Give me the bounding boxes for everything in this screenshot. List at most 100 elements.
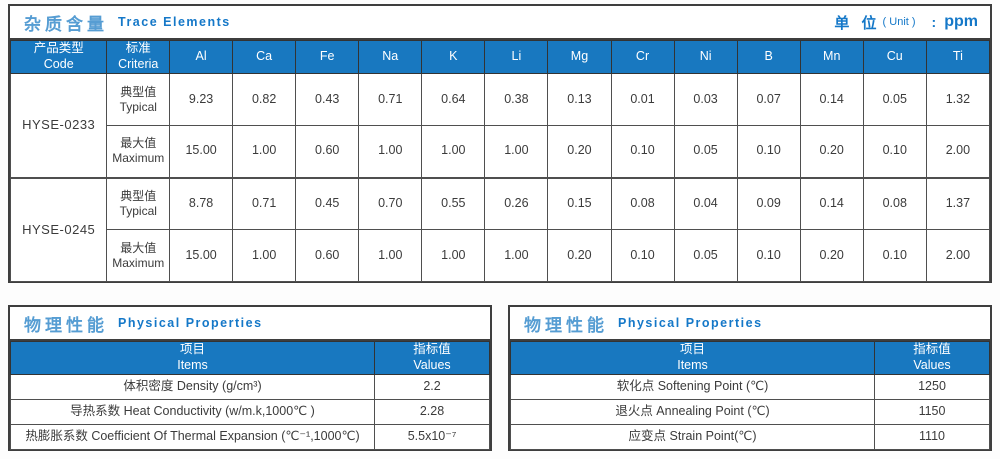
column-header-criteria: 标准 Criteria [106,40,171,74]
element-value-cell: 0.09 [736,176,801,230]
physical-left-title-english: Physical Properties [118,316,263,330]
element-value-cell: 0.10 [736,229,801,282]
criteria-cell: 典型值 Typical [106,73,171,126]
element-column-header: Ca [232,40,297,74]
criteria-cell: 典型值 Typical [106,176,171,230]
element-column-header: Li [484,40,549,74]
element-value-cell: 0.10 [610,229,675,282]
element-value-cell: 1.00 [232,229,297,282]
element-value-cell: 0.43 [295,73,360,126]
element-value-cell: 0.45 [295,176,360,230]
element-column-header: Ni [673,40,738,74]
physical-properties-panel-left: 物理性能 Physical Properties 项目 Items 指标值 Va… [8,305,492,451]
element-value-cell: 0.60 [295,229,360,282]
product-code-cell: HYSE-0245 [9,176,108,282]
column-header-items-chinese: 项目 [680,342,706,357]
unit-value: ppm [944,13,978,30]
physical-right-title: 物理性能 Physical Properties [510,307,990,341]
column-header-values: 指标值 Values [874,341,990,375]
unit-indicator: 单 位 ( Unit ) : ppm [834,12,978,33]
property-item-cell: 退火点 Annealing Point (℃) [509,399,876,425]
element-column-header: Fe [295,40,360,74]
element-value-cell: 1.00 [421,229,486,282]
criteria-cell: 最大值 Maximum [106,125,171,178]
property-item-cell: 软化点 Softening Point (℃) [509,374,876,400]
trace-header-row: 产品类型 Code 标准 Criteria Al Ca Fe Na K Li Mg Cr Ni B… [9,40,991,74]
element-value-cell: 0.08 [862,176,927,230]
element-value-cell: 0.60 [295,125,360,178]
element-value-cell: 0.14 [799,176,864,230]
criteria-english: Maximum [112,255,165,270]
element-value-cell: 0.15 [547,176,612,230]
property-value-cell: 1150 [874,399,990,425]
criteria-english: Typical [119,203,157,218]
element-value-cell: 1.00 [484,229,549,282]
column-header-values-english: Values [413,358,451,372]
unit-label-english: ( Unit ) [882,16,916,28]
property-item-cell: 热膨胀系数 Coefficient Of Thermal Expansion (… [9,424,376,450]
column-header-code-chinese: 产品类型 [33,41,84,56]
criteria-english: Maximum [112,151,165,166]
column-header-code-english: Code [43,57,74,71]
element-value-cell: 0.01 [610,73,675,126]
column-header-items: 项目 Items [509,341,876,375]
trace-data-row: 最大值 Maximum 15.00 1.00 0.60 1.00 1.00 1.00 0.20 0… [11,229,991,282]
column-header-criteria-english: Criteria [118,57,159,71]
trace-elements-panel: 杂质含量 Trace Elements 单 位 ( Unit ) : ppm 产… [8,4,992,283]
physical-left-title-chinese: 物理性能 [24,315,108,335]
physical-property-row: 体积密度 Density (g/cm³) 2.2 [9,374,490,400]
property-value-cell: 2.2 [374,374,490,400]
element-column-header: Mg [547,40,612,74]
property-item-cell: 应变点 Strain Point(℃) [509,424,876,450]
physical-left-title: 物理性能 Physical Properties [10,307,490,341]
physical-right-header-row: 项目 Items 指标值 Values [509,341,990,375]
element-value-cell: 1.00 [232,125,297,178]
property-value-cell: 5.5x10⁻⁷ [374,424,490,450]
physical-property-row: 导热系数 Heat Conductivity (w/m.k,1000℃ ) 2.2… [9,399,490,425]
trace-elements-table: 产品类型 Code 标准 Criteria Al Ca Fe Na K Li Mg Cr Ni B… [9,40,991,282]
criteria-cell: 最大值 Maximum [106,229,171,282]
criteria-chinese: 最大值 [120,240,157,255]
element-column-header: K [421,40,486,74]
physical-property-row: 退火点 Annealing Point (℃) 1150 [509,399,990,425]
column-header-items-english: Items [177,358,208,372]
trace-panel-title: 杂质含量 Trace Elements 单 位 ( Unit ) : ppm [10,6,990,40]
element-value-cell: 0.10 [862,229,927,282]
element-value-cell: 0.08 [610,176,675,230]
column-header-values-chinese: 指标值 [913,342,951,357]
column-header-items-english: Items [677,358,708,372]
physical-right-title-english: Physical Properties [618,316,763,330]
element-value-cell: 1.00 [484,125,549,178]
element-value-cell: 15.00 [169,229,234,282]
physical-property-row: 软化点 Softening Point (℃) 1250 [509,374,990,400]
element-value-cell: 15.00 [169,125,234,178]
element-value-cell: 8.78 [169,176,234,230]
column-header-code: 产品类型 Code [9,40,108,74]
element-value-cell: 0.10 [736,125,801,178]
element-value-cell: 0.71 [232,176,297,230]
column-header-criteria-chinese: 标准 [125,41,151,56]
element-value-cell: 0.03 [673,73,738,126]
physical-left-header-row: 项目 Items 指标值 Values [9,341,490,375]
element-value-cell: 0.13 [547,73,612,126]
trace-title-chinese: 杂质含量 [24,14,108,34]
criteria-chinese: 最大值 [120,136,157,151]
element-value-cell: 1.37 [925,176,991,230]
element-column-header: Al [169,40,234,74]
element-value-cell: 0.82 [232,73,297,126]
element-column-header: Cr [610,40,675,74]
element-value-cell: 0.70 [358,176,423,230]
element-column-header: Cu [862,40,927,74]
trace-data-row: 最大值 Maximum 15.00 1.00 0.60 1.00 1.00 1.00 0.20 0… [11,125,991,178]
unit-colon: : [931,14,937,30]
criteria-chinese: 典型值 [120,188,157,203]
product-code-cell: HYSE-0233 [9,73,108,178]
property-item-cell: 导热系数 Heat Conductivity (w/m.k,1000℃ ) [9,399,376,425]
element-value-cell: 2.00 [925,125,991,178]
element-column-header: Mn [799,40,864,74]
element-column-header: B [736,40,801,74]
physical-properties-panel-right: 物理性能 Physical Properties 项目 Items 指标值 Va… [508,305,992,451]
element-value-cell: 1.00 [421,125,486,178]
column-header-items: 项目 Items [9,341,376,375]
element-value-cell: 0.04 [673,176,738,230]
